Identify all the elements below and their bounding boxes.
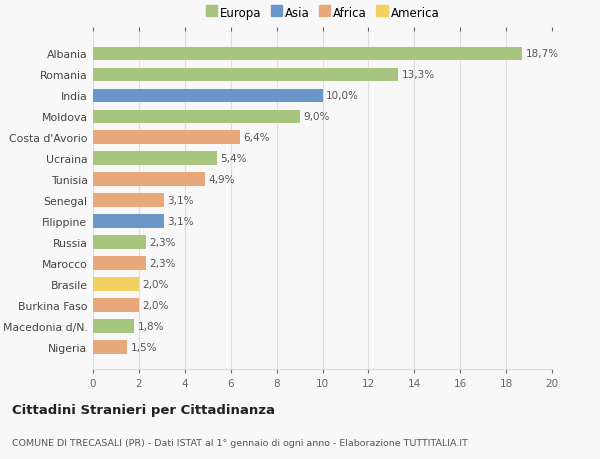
Text: 2,0%: 2,0%	[142, 301, 169, 310]
Text: 2,3%: 2,3%	[149, 238, 176, 248]
Text: 10,0%: 10,0%	[326, 91, 359, 101]
Bar	[93, 236, 146, 250]
Text: Cittadini Stranieri per Cittadinanza: Cittadini Stranieri per Cittadinanza	[12, 403, 275, 416]
Text: 6,4%: 6,4%	[244, 133, 270, 143]
Text: 9,0%: 9,0%	[303, 112, 329, 122]
Bar	[93, 110, 299, 124]
Bar	[93, 90, 323, 103]
Text: 1,5%: 1,5%	[131, 342, 157, 353]
Bar	[93, 257, 146, 270]
Bar	[93, 152, 217, 166]
Bar	[93, 278, 139, 291]
Bar	[93, 131, 240, 145]
Text: 3,1%: 3,1%	[167, 196, 194, 206]
Bar	[93, 173, 205, 187]
Bar	[93, 341, 127, 354]
Text: 2,0%: 2,0%	[142, 280, 169, 290]
Bar	[93, 47, 522, 61]
Text: 5,4%: 5,4%	[220, 154, 247, 164]
Legend: Europa, Asia, Africa, America: Europa, Asia, Africa, America	[203, 4, 442, 22]
Bar	[93, 215, 164, 229]
Text: 18,7%: 18,7%	[526, 49, 559, 59]
Text: 4,9%: 4,9%	[209, 175, 235, 185]
Text: 2,3%: 2,3%	[149, 258, 176, 269]
Text: 3,1%: 3,1%	[167, 217, 194, 227]
Bar	[93, 68, 398, 82]
Bar	[93, 319, 134, 333]
Bar	[93, 299, 139, 312]
Text: 13,3%: 13,3%	[401, 70, 435, 80]
Text: 1,8%: 1,8%	[138, 321, 164, 331]
Text: COMUNE DI TRECASALI (PR) - Dati ISTAT al 1° gennaio di ogni anno - Elaborazione : COMUNE DI TRECASALI (PR) - Dati ISTAT al…	[12, 438, 468, 447]
Bar	[93, 194, 164, 207]
